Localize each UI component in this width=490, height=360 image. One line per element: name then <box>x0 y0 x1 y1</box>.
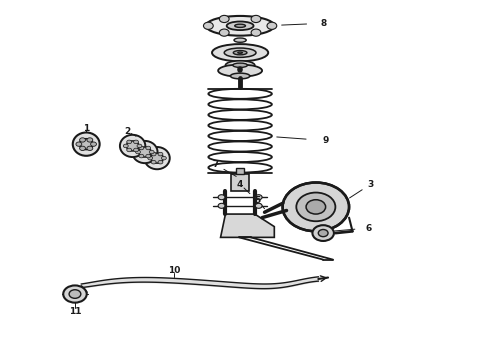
Circle shape <box>148 156 153 160</box>
Circle shape <box>318 229 328 237</box>
Circle shape <box>218 195 225 200</box>
Ellipse shape <box>79 139 93 149</box>
Circle shape <box>79 146 85 150</box>
Ellipse shape <box>73 132 99 156</box>
Circle shape <box>149 150 154 154</box>
Circle shape <box>313 225 334 241</box>
Circle shape <box>136 150 141 154</box>
Ellipse shape <box>145 147 170 169</box>
Text: 2: 2 <box>124 127 131 136</box>
Circle shape <box>158 152 163 156</box>
Circle shape <box>255 195 262 200</box>
Circle shape <box>146 154 151 158</box>
Text: 5: 5 <box>254 196 260 205</box>
Circle shape <box>63 285 87 303</box>
Circle shape <box>306 200 326 214</box>
Text: 4: 4 <box>237 180 244 189</box>
Circle shape <box>137 144 142 148</box>
Circle shape <box>134 148 139 152</box>
Circle shape <box>127 140 132 144</box>
Ellipse shape <box>233 50 247 55</box>
Circle shape <box>251 15 261 23</box>
Circle shape <box>283 183 349 231</box>
Circle shape <box>203 22 213 30</box>
Circle shape <box>79 138 85 142</box>
Ellipse shape <box>126 141 139 151</box>
Circle shape <box>69 290 81 298</box>
Polygon shape <box>236 168 244 174</box>
Circle shape <box>161 156 166 160</box>
Ellipse shape <box>206 16 274 36</box>
Circle shape <box>91 142 97 146</box>
Circle shape <box>267 22 277 30</box>
Polygon shape <box>231 174 249 191</box>
Circle shape <box>218 203 225 208</box>
Circle shape <box>134 140 139 144</box>
Circle shape <box>151 152 156 156</box>
Ellipse shape <box>227 22 253 30</box>
Text: 10: 10 <box>168 266 180 275</box>
Text: 1: 1 <box>83 123 89 132</box>
Circle shape <box>139 146 144 150</box>
Circle shape <box>87 138 93 142</box>
Ellipse shape <box>233 63 247 67</box>
Circle shape <box>151 160 156 164</box>
Text: 8: 8 <box>320 19 326 28</box>
Ellipse shape <box>212 44 268 61</box>
Circle shape <box>76 142 82 146</box>
Circle shape <box>251 29 261 36</box>
Ellipse shape <box>234 38 246 42</box>
Ellipse shape <box>120 135 146 157</box>
Text: 7: 7 <box>213 160 219 169</box>
Ellipse shape <box>151 153 163 163</box>
Circle shape <box>87 146 93 150</box>
Circle shape <box>127 148 132 152</box>
Ellipse shape <box>132 141 158 163</box>
Ellipse shape <box>224 48 256 57</box>
Circle shape <box>220 15 229 23</box>
Text: 9: 9 <box>322 136 329 145</box>
Circle shape <box>220 29 229 36</box>
Ellipse shape <box>235 24 245 27</box>
Ellipse shape <box>218 64 262 77</box>
Circle shape <box>146 146 151 150</box>
Ellipse shape <box>238 52 243 53</box>
Ellipse shape <box>230 73 250 79</box>
Circle shape <box>296 193 335 221</box>
Text: 6: 6 <box>365 224 371 233</box>
Polygon shape <box>220 214 274 237</box>
Ellipse shape <box>139 147 151 157</box>
Text: 3: 3 <box>368 180 374 189</box>
Circle shape <box>123 144 128 148</box>
Circle shape <box>158 160 163 164</box>
Circle shape <box>255 203 262 208</box>
Circle shape <box>139 154 144 158</box>
Text: 11: 11 <box>69 307 81 316</box>
Ellipse shape <box>225 61 255 70</box>
